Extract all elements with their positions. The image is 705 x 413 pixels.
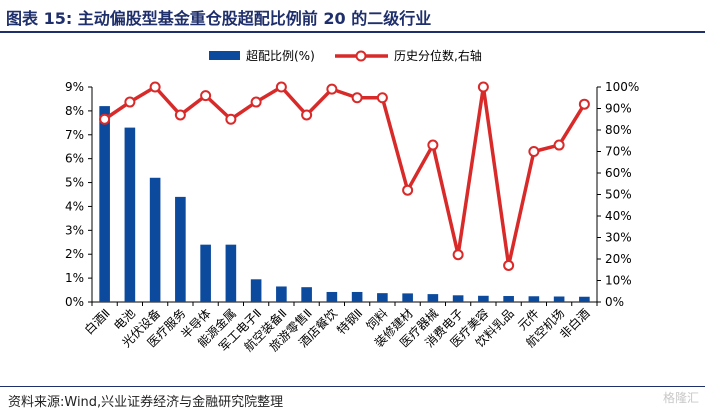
line-point — [200, 90, 212, 102]
right-tick-label: 50% — [605, 188, 632, 202]
line-point — [124, 96, 136, 108]
right-tick-label: 90% — [605, 102, 632, 116]
bar-series — [99, 106, 590, 302]
bar — [200, 244, 211, 302]
line-point — [427, 139, 439, 151]
source-note: 资料来源:Wind,兴业证券经济与金融研究院整理 — [8, 395, 284, 410]
line-point — [326, 83, 338, 95]
bar — [276, 286, 287, 302]
line-point — [149, 81, 161, 93]
right-tick-label: 20% — [605, 252, 632, 266]
line-point — [174, 109, 186, 121]
bar — [175, 196, 186, 302]
left-tick-label: 1% — [65, 271, 84, 285]
bar — [149, 177, 161, 302]
x-axis-labels: 白酒Ⅱ电池光伏设备医疗服务半导体能源金属军工电子Ⅱ航空装备Ⅱ旅游零售Ⅱ酒店餐饮特… — [81, 306, 593, 355]
source-divider — [0, 386, 705, 387]
left-tick-label: 8% — [65, 104, 84, 118]
left-tick-label: 0% — [65, 295, 84, 309]
left-tick-label: 3% — [65, 223, 84, 237]
title-bar: 图表 15: 主动偏股型基金重仓股超配比例前 20 的二级行业 — [0, 0, 705, 33]
bar — [427, 294, 439, 302]
bar — [124, 127, 136, 302]
right-tick-label: 80% — [605, 123, 632, 137]
line-point — [553, 139, 565, 151]
left-tick-label: 2% — [65, 247, 84, 261]
left-tick-label: 9% — [65, 80, 84, 94]
left-tick-label: 7% — [65, 128, 84, 142]
bar — [377, 293, 388, 302]
left-tick-label: 4% — [65, 199, 84, 213]
x-tick-label: 特钢Ⅱ — [333, 306, 365, 338]
line-point — [275, 81, 287, 93]
chart: 超配比例(%) 历史分位数,右轴 0% 1% 2% 3% 4% 5% 6% 7% 8% 9% 0% 10… — [65, 48, 639, 355]
right-tick-label: 0% — [605, 295, 624, 309]
line-point — [528, 146, 540, 157]
bar — [351, 291, 363, 302]
bar — [528, 296, 540, 302]
legend-line-label: 历史分位数,右轴 — [394, 48, 482, 63]
right-tick-label: 70% — [605, 145, 632, 159]
line-point — [351, 92, 363, 104]
page-title: 图表 15: 主动偏股型基金重仓股超配比例前 20 的二级行业 — [6, 9, 432, 28]
bar — [503, 296, 514, 302]
axes: 0% 1% 2% 3% 4% 5% 6% 7% 8% 9% 0% 10% 20% 30% 40% 50% 60%… — [65, 80, 639, 309]
right-tick-label: 30% — [605, 231, 632, 245]
bar — [326, 291, 338, 302]
line-point — [301, 109, 313, 121]
bar — [301, 287, 312, 302]
line-point — [477, 81, 489, 93]
line-point — [250, 96, 262, 108]
right-tick-label: 40% — [605, 209, 632, 223]
line-point — [402, 184, 414, 196]
watermark-logo: 格隆汇 — [662, 391, 699, 405]
right-tick-label: 100% — [605, 80, 639, 94]
line-point — [503, 259, 515, 271]
bar — [478, 295, 489, 302]
line-point — [225, 113, 237, 125]
legend-bar-swatch — [209, 51, 240, 60]
bar — [452, 295, 464, 302]
bar — [250, 279, 262, 302]
x-tick-label: 白酒Ⅱ — [81, 306, 113, 338]
bar — [99, 106, 110, 302]
right-tick-label: 60% — [605, 166, 632, 180]
legend-line-marker — [355, 50, 367, 62]
bar — [579, 296, 590, 302]
legend: 超配比例(%) 历史分位数,右轴 — [209, 48, 482, 63]
line-point — [578, 98, 590, 110]
left-tick-label: 6% — [65, 152, 84, 166]
title-divider — [0, 31, 705, 33]
line-point — [452, 249, 464, 261]
line-series — [99, 81, 590, 271]
left-tick-label: 5% — [65, 176, 84, 190]
legend-bar-label: 超配比例(%) — [246, 48, 315, 63]
bar — [225, 244, 237, 302]
line-point — [376, 92, 388, 104]
bar — [553, 296, 565, 302]
right-tick-label: 10% — [605, 274, 632, 288]
bar — [402, 293, 413, 302]
line-point — [99, 113, 111, 125]
